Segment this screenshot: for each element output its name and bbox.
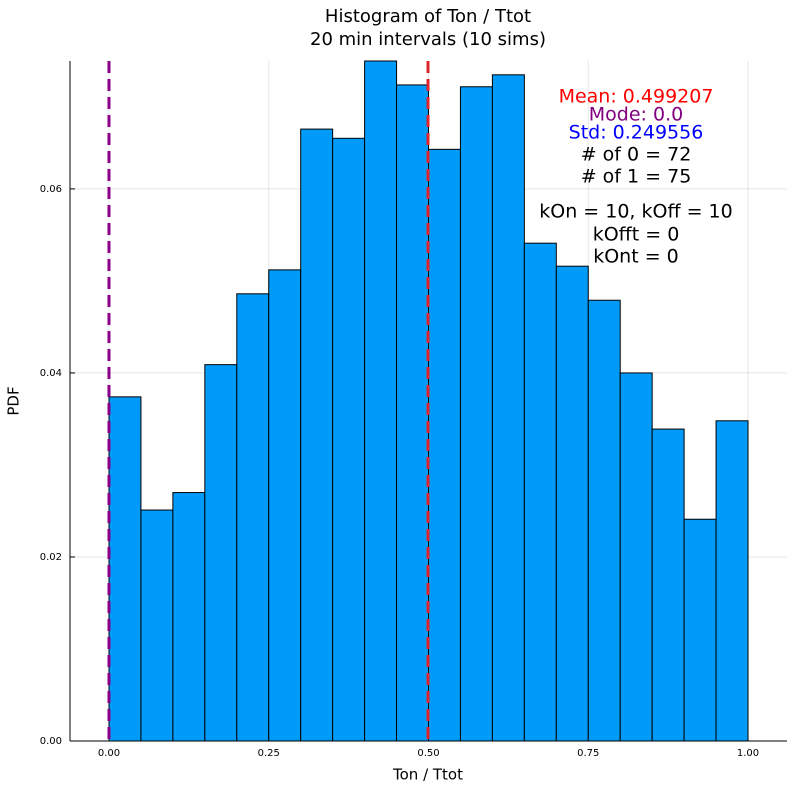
bar	[651, 428, 685, 742]
bar	[491, 74, 525, 742]
annotation: # of 0 = 72	[581, 144, 692, 166]
bar	[715, 420, 749, 742]
bar	[523, 242, 557, 742]
bar	[555, 265, 589, 742]
y-tick-label: 0.02	[40, 552, 62, 563]
bar	[459, 86, 493, 742]
bar	[619, 372, 653, 742]
bar	[396, 84, 429, 742]
bar	[587, 299, 621, 742]
annotation: kOnt = 0	[593, 246, 679, 268]
bar	[683, 518, 717, 742]
x-tick-label: 0.00	[98, 748, 120, 759]
annotation: Std: 0.249556	[569, 122, 704, 144]
x-axis-label: Ton / Ttot	[392, 766, 463, 784]
bar	[204, 364, 238, 742]
annotation: Mean: 0.499207	[559, 86, 714, 108]
y-axis-label: PDF	[5, 386, 23, 415]
y-tick-label: 0.04	[40, 368, 62, 379]
chart-subtitle: 20 min intervals (10 sims)	[310, 29, 546, 50]
x-tick-label: 1.00	[737, 748, 759, 759]
bar	[236, 293, 270, 742]
chart-title: Histogram of Ton / Ttot	[325, 6, 531, 27]
annotation: Mode: 0.0	[589, 104, 683, 126]
annotation: kOfft = 0	[593, 224, 680, 246]
bar	[108, 396, 142, 742]
y-tick-label: 0.06	[40, 184, 62, 195]
x-tick-label: 0.75	[577, 748, 599, 759]
y-tick-label: 0.00	[40, 736, 62, 747]
bar	[364, 60, 398, 742]
annotation: # of 1 = 75	[581, 166, 692, 188]
bar	[332, 137, 366, 742]
bar	[268, 269, 302, 742]
bar	[428, 148, 461, 742]
annotation: kOn = 10, kOff = 10	[539, 201, 732, 223]
bar	[140, 509, 174, 742]
x-tick-label: 0.50	[417, 748, 439, 759]
x-tick-label: 0.25	[258, 748, 280, 759]
bar	[300, 128, 334, 742]
bar	[172, 492, 206, 742]
